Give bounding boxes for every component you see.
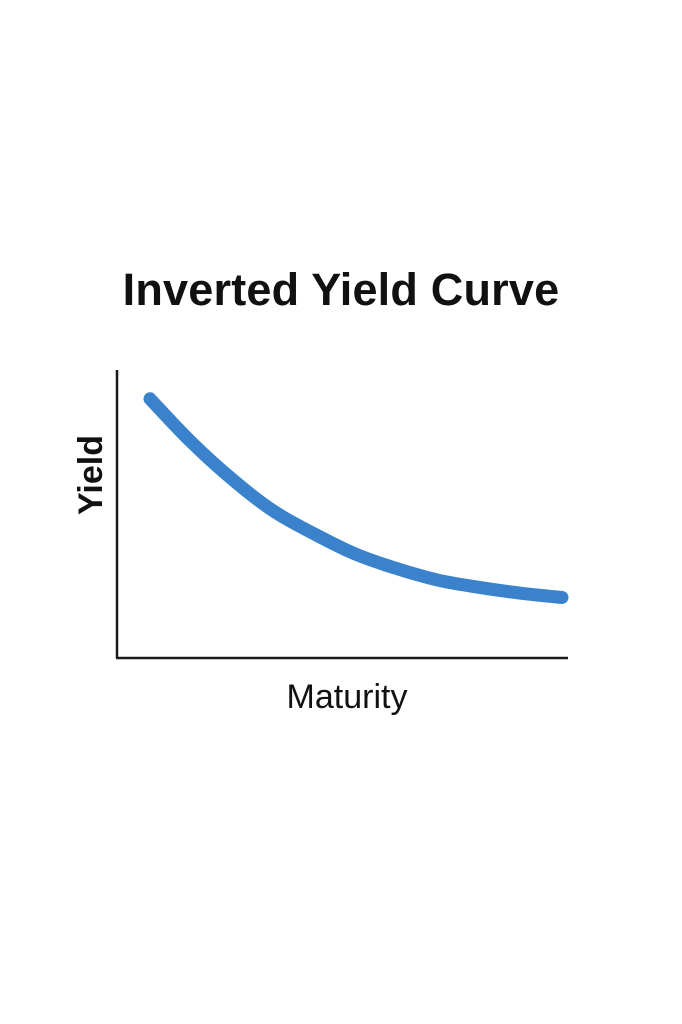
y-axis-label: Yield xyxy=(72,435,110,515)
chart-title: Inverted Yield Curve xyxy=(122,264,560,315)
yield-curve-line xyxy=(143,392,569,604)
x-axis-label: Maturity xyxy=(287,678,408,716)
